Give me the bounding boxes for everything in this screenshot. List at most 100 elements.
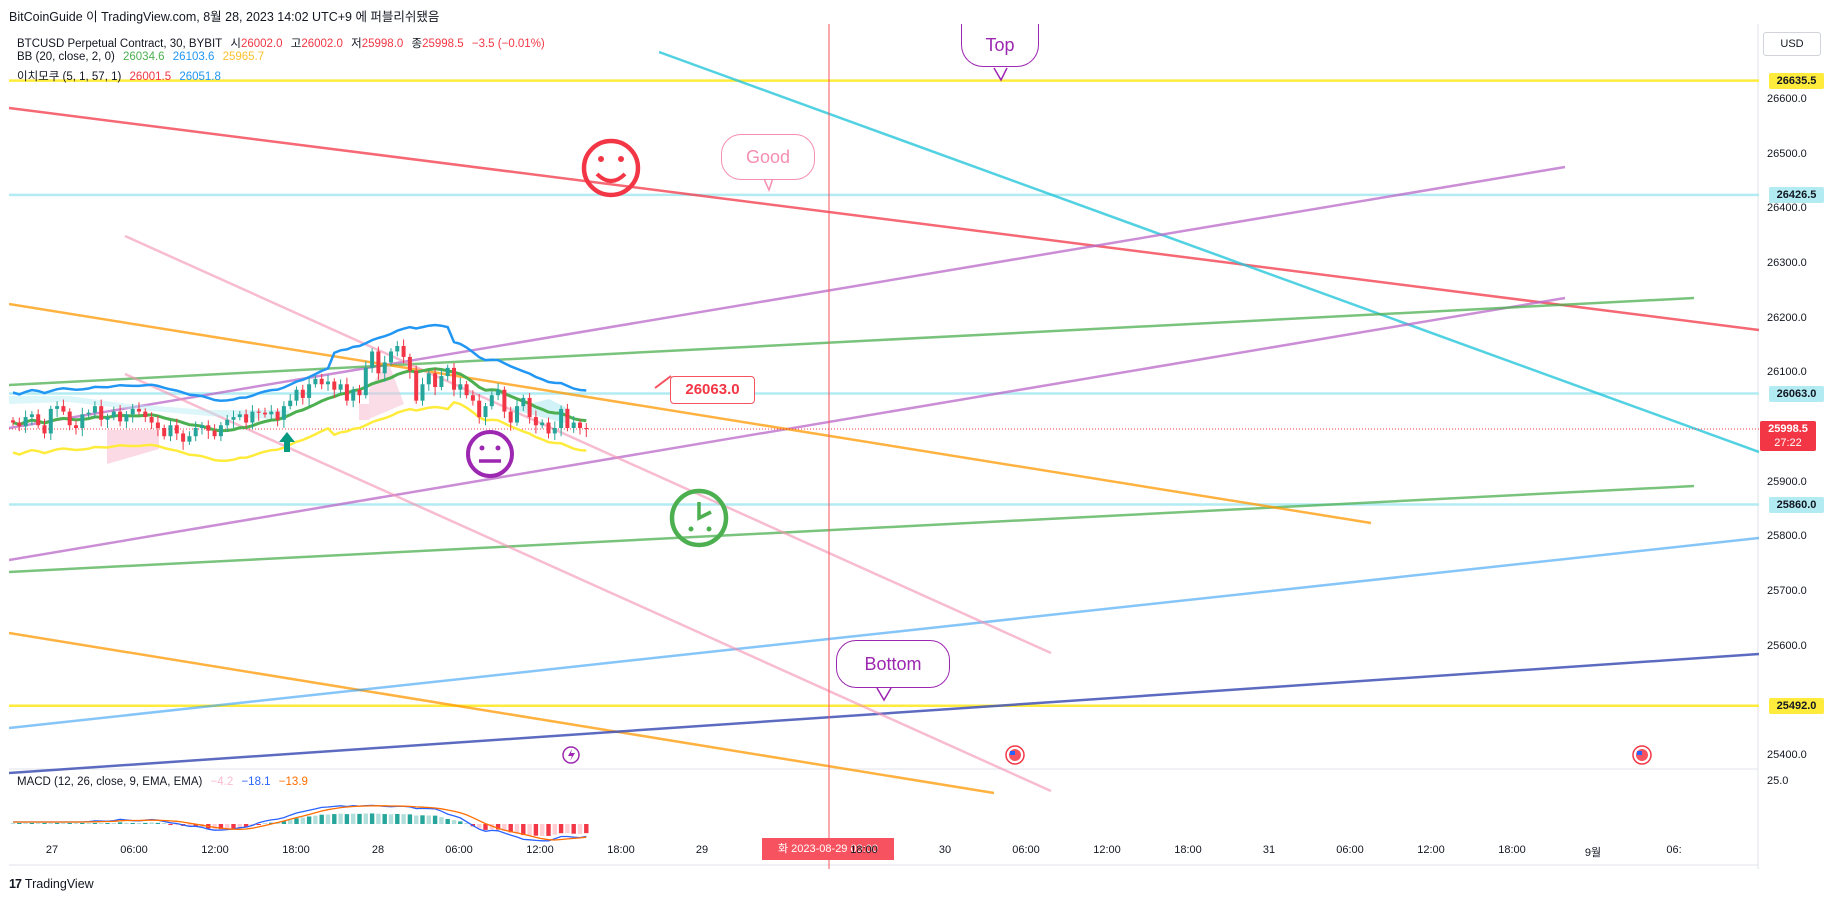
price-callout[interactable]: 26063.0 xyxy=(670,376,755,404)
candle-body[interactable] xyxy=(470,395,475,401)
candle-body[interactable] xyxy=(489,395,494,407)
candle-body[interactable] xyxy=(307,384,312,398)
candle-body[interactable] xyxy=(29,414,34,418)
price-level-tag[interactable]: 26063.0 xyxy=(1769,385,1824,402)
ichimoku-legend[interactable]: 이치모쿠 (5, 1, 57, 1) 26001.5 26051.8 xyxy=(17,68,226,84)
candle-body[interactable] xyxy=(571,422,576,428)
symbol-name[interactable]: BTCUSD Perpetual Contract, 30, BYBIT xyxy=(17,38,223,50)
candle-body[interactable] xyxy=(212,430,217,437)
candle-body[interactable] xyxy=(502,389,507,412)
candle-body[interactable] xyxy=(256,411,261,413)
candle-body[interactable] xyxy=(118,411,123,422)
candle-body[interactable] xyxy=(275,411,280,420)
candle-body[interactable] xyxy=(162,428,167,437)
candle-body[interactable] xyxy=(357,389,362,396)
price-level-tag[interactable]: 26426.5 xyxy=(1769,186,1824,203)
candle-body[interactable] xyxy=(521,397,526,407)
candle-body[interactable] xyxy=(288,400,293,407)
top-bubble[interactable]: Top xyxy=(961,24,1039,67)
bottom-bubble[interactable]: Bottom xyxy=(836,640,950,688)
candle-body[interactable] xyxy=(42,425,47,434)
candle-body[interactable] xyxy=(458,384,463,390)
price-level-tag[interactable]: 25860.0 xyxy=(1769,496,1824,513)
candle-body[interactable] xyxy=(281,406,286,420)
candle-body[interactable] xyxy=(420,384,425,401)
candle-body[interactable] xyxy=(426,373,431,385)
candle-body[interactable] xyxy=(193,428,198,437)
candle-body[interactable] xyxy=(407,356,412,371)
candle-body[interactable] xyxy=(515,406,519,423)
candle-body[interactable] xyxy=(263,412,267,415)
candle-body[interactable] xyxy=(319,378,324,385)
candle-body[interactable] xyxy=(269,411,274,415)
candle-body[interactable] xyxy=(137,408,141,412)
candle-body[interactable] xyxy=(23,417,28,427)
candle-body[interactable] xyxy=(552,428,557,434)
candle-body[interactable] xyxy=(414,370,419,401)
candle-body[interactable] xyxy=(250,411,255,423)
ichimoku-name[interactable]: 이치모쿠 (5, 1, 57, 1) xyxy=(17,71,122,83)
tradingview-footer[interactable]: 17 TradingView xyxy=(9,877,94,891)
candle-body[interactable] xyxy=(206,425,211,431)
candle-body[interactable] xyxy=(483,406,488,418)
candle-body[interactable] xyxy=(237,414,242,418)
candle-body[interactable] xyxy=(80,414,85,428)
macd-name[interactable]: MACD (12, 26, close, 9, EMA, EMA) xyxy=(17,776,203,788)
candle-body[interactable] xyxy=(351,389,356,401)
candle-body[interactable] xyxy=(401,346,406,357)
candle-body[interactable] xyxy=(464,384,469,396)
candle-body[interactable] xyxy=(231,417,236,420)
bb-legend[interactable]: BB (20, close, 2, 0) 26034.6 26103.6 259… xyxy=(17,51,269,63)
us-flag-event-icon-2[interactable] xyxy=(1632,745,1652,765)
candle-body[interactable] xyxy=(452,367,456,390)
macd-legend[interactable]: MACD (12, 26, close, 9, EMA, EMA) −4.2 −… xyxy=(17,776,313,788)
us-flag-event-icon[interactable] xyxy=(1005,745,1025,765)
candle-body[interactable] xyxy=(174,425,179,434)
candle-body[interactable] xyxy=(527,397,532,418)
candle-body[interactable] xyxy=(92,406,97,413)
candle-body[interactable] xyxy=(244,414,249,423)
candle-body[interactable] xyxy=(540,422,545,426)
good-bubble[interactable]: Good xyxy=(721,134,815,180)
candle-body[interactable] xyxy=(338,384,343,390)
candle-body[interactable] xyxy=(17,422,22,427)
price-chart[interactable] xyxy=(9,24,1759,869)
trend-lines[interactable] xyxy=(9,50,1759,795)
candle-body[interactable] xyxy=(300,389,305,398)
candle-body[interactable] xyxy=(86,412,91,415)
candle-body[interactable] xyxy=(344,384,349,401)
candle-body[interactable] xyxy=(48,408,53,434)
candle-body[interactable] xyxy=(11,420,15,423)
flash-event-icon[interactable] xyxy=(562,746,580,764)
candle-body[interactable] xyxy=(74,425,78,428)
current-price-tag[interactable]: 25998.5 27:22 xyxy=(1760,420,1816,451)
candle-body[interactable] xyxy=(382,362,387,374)
candle-body[interactable] xyxy=(477,400,482,418)
candle-body[interactable] xyxy=(67,411,72,426)
candle-body[interactable] xyxy=(294,389,299,401)
candle-body[interactable] xyxy=(445,367,450,377)
candle-body[interactable] xyxy=(370,351,375,368)
candle-body[interactable] xyxy=(332,381,337,390)
symbol-legend[interactable]: BTCUSD Perpetual Contract, 30, BYBIT 시26… xyxy=(17,38,545,50)
candle-body[interactable] xyxy=(395,346,400,352)
candle-body[interactable] xyxy=(168,425,173,437)
candle-body[interactable] xyxy=(584,428,589,429)
candle-body[interactable] xyxy=(496,389,501,396)
currency-selector[interactable]: USD xyxy=(1763,32,1821,56)
candle-body[interactable] xyxy=(149,417,154,423)
candle-body[interactable] xyxy=(187,436,192,442)
price-level-tag[interactable]: 26635.5 xyxy=(1769,72,1824,89)
candle-body[interactable] xyxy=(433,373,438,387)
candle-body[interactable] xyxy=(155,422,160,428)
candle-body[interactable] xyxy=(376,351,381,374)
chart-pane[interactable]: 26600.0 26500.0 26400.0 26300.0 26200.0 26100… xyxy=(9,24,1824,869)
candle-body[interactable] xyxy=(36,414,41,426)
candle-body[interactable] xyxy=(218,425,223,437)
candle-body[interactable] xyxy=(111,411,116,418)
candle-body[interactable] xyxy=(61,406,66,412)
candle-body[interactable] xyxy=(533,417,538,426)
candle-body[interactable] xyxy=(326,381,330,385)
candle-body[interactable] xyxy=(200,425,204,428)
candle-body[interactable] xyxy=(124,414,129,422)
